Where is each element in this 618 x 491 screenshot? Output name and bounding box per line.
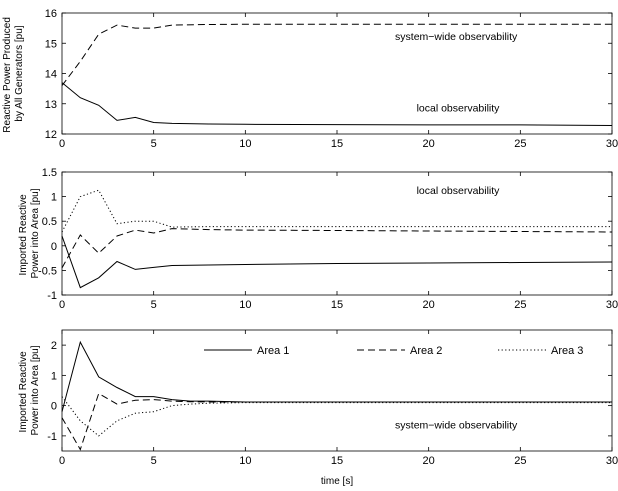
- x-tick-label: 5: [151, 138, 157, 150]
- x-tick-label: 10: [239, 455, 251, 467]
- series-line-dashed-0: [61, 23, 612, 86]
- plot-frame: [61, 171, 613, 296]
- y-axis-label-line-1: Imported Reactive: [18, 194, 29, 276]
- legend-label: Area 1: [257, 345, 289, 357]
- y-tick-label: -1: [47, 431, 57, 443]
- x-tick-label: 20: [423, 299, 435, 311]
- x-tick-label: 15: [331, 299, 343, 311]
- y-tick-label: 1.5: [42, 167, 57, 179]
- y-tick-label: 0: [51, 241, 57, 253]
- y-tick-label: 16: [45, 8, 57, 20]
- plot-marks: 0 5 10 15 20 25 30 -1 -0.5 0 0.5 1 1.5 local observab…: [38, 167, 618, 311]
- legend-label: Area 3: [551, 345, 583, 357]
- y-tick-label: 1: [51, 370, 57, 382]
- series-line-solid-0: [61, 235, 613, 289]
- legend-label: Area 2: [410, 345, 442, 357]
- y-tick-label: -1: [47, 290, 57, 302]
- y-tick-label: 0.5: [42, 216, 57, 228]
- y-axis-label-line-1: Imported Reactive: [18, 351, 29, 433]
- annotation: system−wide observability: [395, 419, 518, 431]
- y-axis-label-line-2: Power into Area [pu]: [30, 188, 41, 278]
- plot-frame: [61, 329, 613, 452]
- annotation: system−wide observability: [395, 31, 518, 43]
- annotation: local observability: [417, 185, 501, 197]
- x-tick-label: 15: [331, 455, 343, 467]
- panel-2: Imported Reactive Power into Area [pu] 0…: [18, 167, 618, 311]
- panel-1: Reactive Power Produced by All Generator…: [2, 8, 618, 150]
- y-axis-label: Reactive Power Produced by All Generator…: [2, 14, 25, 132]
- x-tick-label: 0: [59, 138, 65, 150]
- x-tick-label: 10: [239, 138, 251, 150]
- y-tick-label: 15: [45, 38, 57, 50]
- series-line-area-1: [61, 340, 612, 412]
- x-tick-label: 5: [151, 299, 157, 311]
- plot-marks: 0 5 10 15 20 25 30 12 13 14 15 16 system−wide observ…: [45, 8, 618, 150]
- panel-3: Imported Reactive Power into Area [pu] 0…: [18, 329, 618, 467]
- x-tick-label: 15: [331, 138, 343, 150]
- series-line-dashed-1: [61, 228, 613, 269]
- plot-frame: [61, 12, 613, 135]
- y-axis-label: Imported Reactive Power into Area [pu]: [18, 188, 41, 278]
- x-tick-label: 5: [151, 455, 157, 467]
- x-tick-label: 0: [59, 299, 65, 311]
- x-tick-label: 25: [514, 455, 526, 467]
- y-tick-label: 1: [51, 192, 57, 204]
- x-tick-label: 20: [423, 138, 435, 150]
- x-tick-label: 25: [514, 299, 526, 311]
- x-tick-label: 30: [606, 138, 618, 150]
- legend: Area 1 Area 2 Area 3: [204, 345, 583, 357]
- y-tick-label: -0.5: [38, 265, 57, 277]
- y-axis-label-line-1: Reactive Power Produced: [2, 17, 13, 133]
- series-line-dotted-2: [61, 189, 612, 233]
- series-line-area-3: [61, 396, 612, 437]
- series-line-solid-1: [61, 82, 613, 126]
- x-axis-label: time [s]: [321, 476, 353, 487]
- y-tick-label: 0: [51, 401, 57, 413]
- x-tick-label: 20: [423, 455, 435, 467]
- y-tick-label: 14: [45, 69, 57, 81]
- annotation: local observability: [417, 102, 501, 114]
- y-axis-label-line-2: Power into Area [pu]: [30, 345, 41, 435]
- y-tick-label: 2: [51, 340, 57, 352]
- series-line-area-2: [61, 392, 612, 451]
- x-tick-label: 30: [606, 455, 618, 467]
- y-axis-label: Imported Reactive Power into Area [pu]: [18, 345, 41, 435]
- y-axis-label-line-2: by All Generators [pu]: [14, 25, 25, 121]
- x-tick-label: 30: [606, 299, 618, 311]
- x-tick-label: 0: [59, 455, 65, 467]
- y-tick-label: 12: [45, 129, 57, 141]
- y-tick-label: 13: [45, 99, 57, 111]
- x-tick-label: 10: [239, 299, 251, 311]
- x-tick-label: 25: [514, 138, 526, 150]
